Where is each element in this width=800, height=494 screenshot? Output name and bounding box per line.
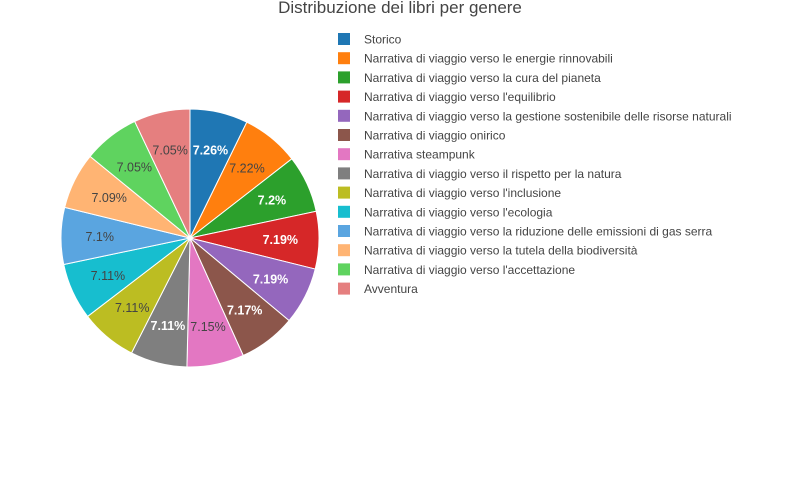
- pie-slice-label-6: 7.15%: [190, 320, 225, 334]
- legend-label-11[interactable]: Narrativa di viaggio verso la tutela del…: [364, 244, 638, 258]
- legend-label-10[interactable]: Narrativa di viaggio verso la riduzione …: [364, 225, 712, 239]
- pie-slice-label-8: 7.11%: [115, 301, 150, 315]
- pie-slice-label-1: 7.22%: [229, 161, 264, 175]
- pie-slices: [60, 108, 320, 368]
- pie-slice-13[interactable]: [134, 108, 191, 239]
- pie-slice-label-9: 7.11%: [91, 269, 126, 283]
- legend-swatch-2[interactable]: [338, 71, 350, 84]
- legend-swatch-5[interactable]: [338, 129, 350, 141]
- legend-label-8[interactable]: Narrativa di viaggio verso l'inclusione: [364, 186, 561, 200]
- legend-swatch-9[interactable]: [338, 205, 350, 218]
- legend-label-2[interactable]: Narrativa di viaggio verso la cura del p…: [364, 71, 601, 85]
- legend-swatch-10[interactable]: [338, 225, 350, 237]
- pie-slice-label-3: 7.19%: [263, 233, 298, 247]
- pie-slice-label-10: 7.1%: [85, 230, 114, 244]
- pie-slice-label-5: 7.17%: [227, 303, 262, 317]
- legend-swatch-0[interactable]: [338, 33, 350, 45]
- legend-label-13[interactable]: Avventura: [364, 282, 418, 296]
- legend-label-0[interactable]: Storico: [364, 33, 402, 47]
- legend-swatch-1[interactable]: [338, 52, 350, 65]
- legend-label-4[interactable]: Narrativa di viaggio verso la gestione s…: [364, 109, 732, 123]
- legend-swatch-11[interactable]: [338, 244, 350, 257]
- pie-slice-label-11: 7.09%: [91, 191, 126, 205]
- legend-swatch-4[interactable]: [338, 109, 350, 122]
- legend-label-12[interactable]: Narrativa di viaggio verso l'accettazion…: [364, 263, 575, 277]
- legend-swatch-6[interactable]: [338, 148, 350, 161]
- legend-label-5[interactable]: Narrativa di viaggio onirico: [364, 129, 506, 143]
- legend-swatch-3[interactable]: [338, 90, 350, 103]
- legend-label-1[interactable]: Narrativa di viaggio verso le energie ri…: [364, 52, 613, 66]
- legend-label-9[interactable]: Narrativa di viaggio verso l'ecologia: [364, 205, 553, 219]
- legend-label-7[interactable]: Narrativa di viaggio verso il rispetto p…: [364, 167, 622, 181]
- pie-slice-label-4: 7.19%: [253, 272, 288, 286]
- pie-slice-label-7: 7.11%: [151, 319, 186, 333]
- legend-swatch-8[interactable]: [338, 186, 350, 199]
- legend-swatch-7[interactable]: [338, 167, 350, 180]
- pie-slice-label-13: 7.05%: [152, 143, 187, 157]
- legend-label-3[interactable]: Narrativa di viaggio verso l'equilibrio: [364, 90, 556, 104]
- pie-slice-label-12: 7.05%: [117, 160, 152, 174]
- pie-slice-label-2: 7.2%: [258, 193, 287, 207]
- legend-swatch-13[interactable]: [338, 282, 350, 295]
- pie-slice-label-0: 7.26%: [193, 144, 228, 158]
- legend-label-6[interactable]: Narrativa steampunk: [364, 148, 476, 162]
- legend-swatch-12[interactable]: [338, 263, 350, 276]
- pie-slice-labels: 7.26%7.22%7.2%7.19%7.19%7.17%7.15%7.11%7…: [85, 143, 298, 334]
- legend: Storico Narrativa di viaggio verso le ene…: [338, 33, 732, 296]
- chart-title: Distribuzione dei libri per genere: [278, 0, 522, 17]
